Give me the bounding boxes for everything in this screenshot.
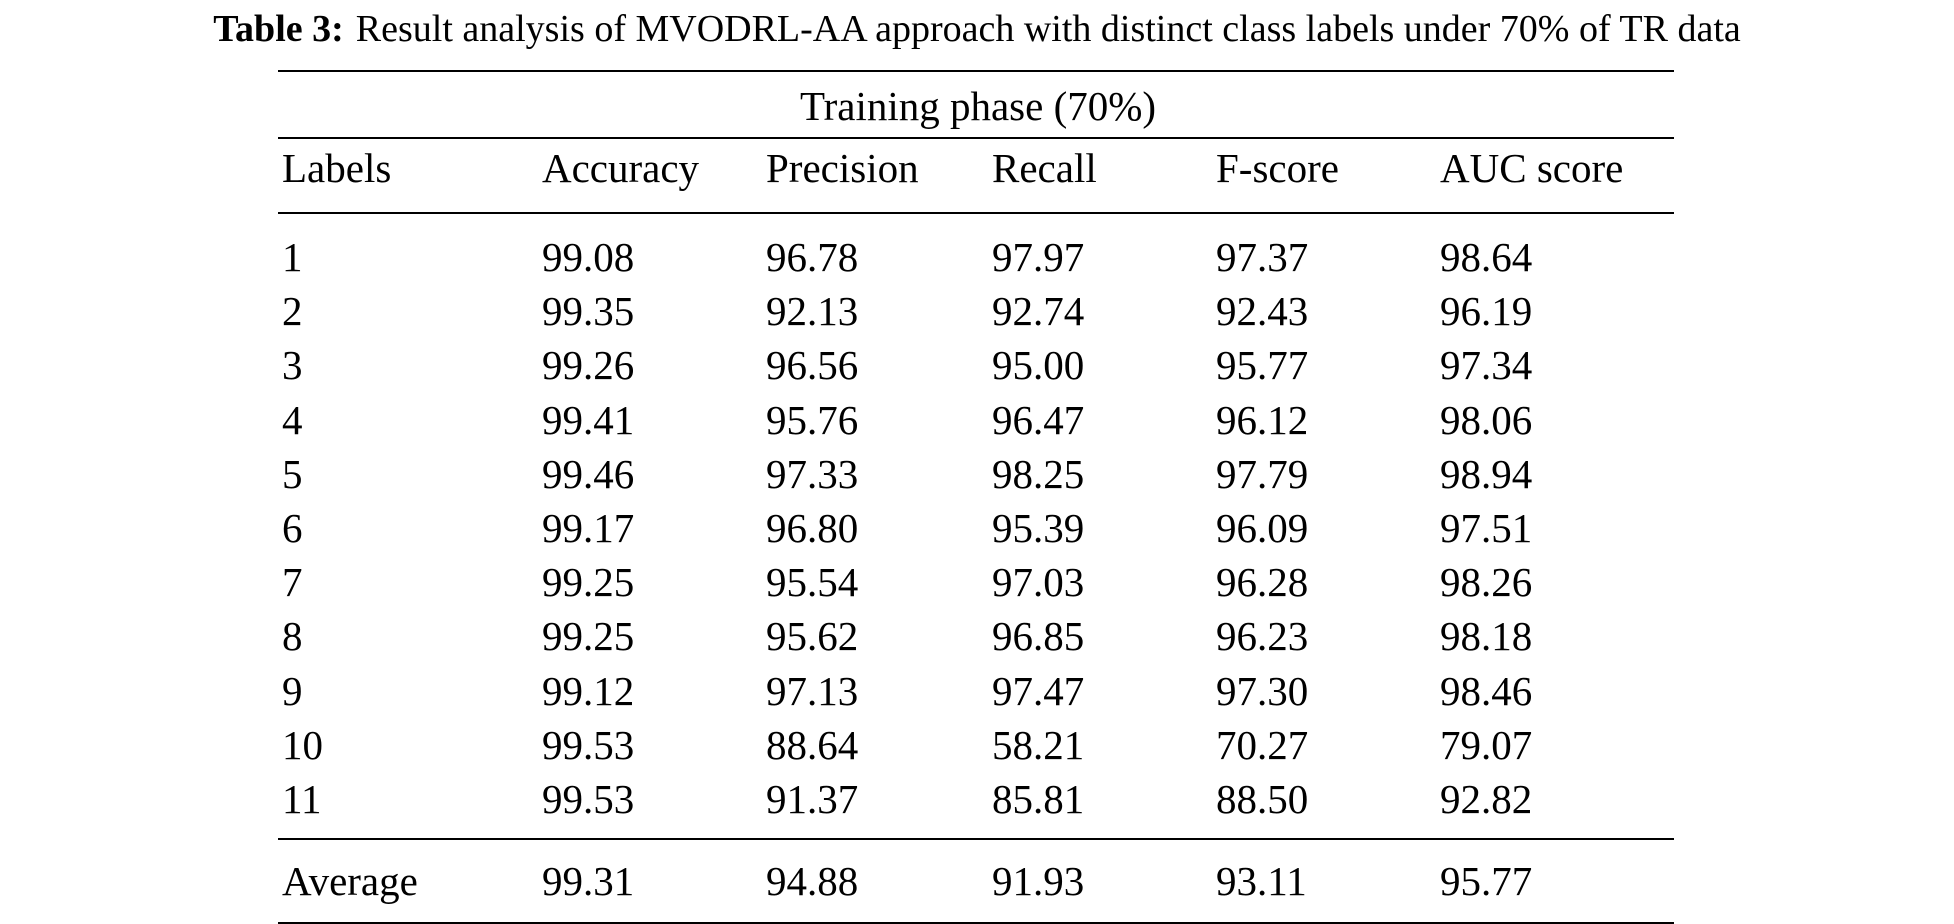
table-cell: 95.62: [766, 613, 859, 660]
table-cell: 98.06: [1440, 396, 1533, 443]
table-cell: 99.25: [542, 559, 635, 606]
phase-header-row: Training phase (70%): [278, 70, 1675, 139]
table-row: 8 99.25 95.62 96.85 96.23 98.18: [278, 609, 1674, 663]
table-cell: 97.33: [766, 450, 859, 497]
column-header-row: Labels Accuracy Precision Recall F-score…: [278, 138, 1675, 214]
table-cell: 96.09: [1216, 505, 1309, 552]
column-header: Accuracy: [538, 138, 762, 214]
table-cell: 58.21: [992, 721, 1085, 768]
table-row: 5 99.46 97.33 98.25 97.79 98.94: [278, 447, 1674, 501]
table-cell: 95.54: [766, 559, 859, 606]
table-row: 6 99.17 96.80 95.39 96.09 97.51: [278, 501, 1674, 555]
table-cell: 96.28: [1216, 559, 1309, 606]
table-cell: 99.41: [542, 396, 635, 443]
table-cell: 93.11: [1212, 838, 1436, 924]
column-header: Precision: [762, 138, 988, 214]
table-cell: 96.47: [992, 396, 1085, 443]
table-row: 4 99.41 95.76 96.47 96.12 98.06: [278, 393, 1674, 447]
table-cell: 92.74: [992, 288, 1085, 335]
table-cell: 97.79: [1216, 450, 1309, 497]
row-label: 1: [282, 234, 303, 281]
table-cell: 99.35: [542, 288, 635, 335]
table-cell: 99.12: [542, 667, 635, 714]
phase-header: Training phase (70%): [278, 70, 1675, 139]
table-row: 11 99.53 91.37 85.81 88.50 92.82: [278, 772, 1674, 839]
row-label: 5: [282, 450, 303, 497]
table-cell: 96.85: [992, 613, 1085, 660]
table-row: 7 99.25 95.54 97.03 96.28 98.26: [278, 555, 1674, 609]
table-caption: Table 3: Result analysis of MVODRL-AA app…: [0, 6, 1954, 52]
table-cell: 99.53: [542, 721, 635, 768]
table-cell: 92.43: [1216, 288, 1309, 335]
table-cell: 85.81: [992, 775, 1085, 822]
row-label: 7: [282, 559, 303, 606]
table-cell: 95.77: [1436, 838, 1675, 924]
table-cell: 98.46: [1440, 667, 1533, 714]
table-cell: 92.13: [766, 288, 859, 335]
table-cell: 88.64: [766, 721, 859, 768]
table-cell: 98.94: [1440, 450, 1533, 497]
table-cell: 95.77: [1216, 342, 1309, 389]
table-cell: 99.53: [542, 775, 635, 822]
column-header: Recall: [988, 138, 1212, 214]
table-body: 1 99.08 96.78 97.97 97.37 98.64 2 99.35 92.13 92.…: [278, 213, 1674, 839]
caption-label: Table 3:: [213, 8, 344, 50]
table-cell: 98.18: [1440, 613, 1533, 660]
table-cell: 97.03: [992, 559, 1085, 606]
table-cell: 99.25: [542, 613, 635, 660]
table-row: 2 99.35 92.13 92.74 92.43 96.19: [278, 284, 1674, 338]
results-table: Training phase (70%) Labels Accuracy Pre…: [278, 70, 1675, 924]
table-cell: 97.30: [1216, 667, 1309, 714]
table-cell: 97.37: [1216, 234, 1309, 281]
average-row: Average 99.31 94.88 91.93 93.11 95.77: [278, 838, 1675, 924]
table-cell: 97.51: [1440, 505, 1533, 552]
table-row: 10 99.53 88.64 58.21 70.27 79.07: [278, 718, 1674, 772]
table-cell: 95.00: [992, 342, 1085, 389]
table-cell: 94.88: [762, 838, 988, 924]
column-header: F-score: [1212, 138, 1436, 214]
row-label: 10: [282, 721, 323, 768]
table-cell: 98.25: [992, 450, 1085, 497]
table-cell: 99.08: [542, 234, 635, 281]
table-cell: 99.26: [542, 342, 635, 389]
caption-text: Result analysis of MVODRL-AA approach wi…: [355, 8, 1741, 50]
row-label: 8: [282, 613, 303, 660]
table-cell: 97.34: [1440, 342, 1533, 389]
row-label: 9: [282, 667, 303, 714]
table-cell: 92.82: [1440, 775, 1533, 822]
row-label: 6: [282, 505, 303, 552]
table-row: 1 99.08 96.78 97.97 97.37 98.64: [278, 213, 1674, 284]
table-cell: 98.26: [1440, 559, 1533, 606]
table-row: 9 99.12 97.13 97.47 97.30 98.46: [278, 664, 1674, 718]
table-cell: 91.37: [766, 775, 859, 822]
average-label: Average: [278, 838, 538, 924]
row-label: 4: [282, 396, 303, 443]
table-cell: 95.76: [766, 396, 859, 443]
table-cell: 97.47: [992, 667, 1085, 714]
results-table-container: Training phase (70%) Labels Accuracy Pre…: [278, 70, 1675, 924]
table-cell: 88.50: [1216, 775, 1309, 822]
table-cell: 70.27: [1216, 721, 1309, 768]
row-label: 2: [282, 288, 303, 335]
table-cell: 96.78: [766, 234, 859, 281]
table-cell: 97.97: [992, 234, 1085, 281]
table-cell: 96.19: [1440, 288, 1533, 335]
table-cell: 97.13: [766, 667, 859, 714]
table-cell: 96.80: [766, 505, 859, 552]
column-header: AUC score: [1436, 138, 1675, 214]
table-row: 3 99.26 96.56 95.00 95.77 97.34: [278, 338, 1674, 392]
column-header: Labels: [278, 138, 538, 214]
table-cell: 99.46: [542, 450, 635, 497]
table-cell: 96.12: [1216, 396, 1309, 443]
table-cell: 98.64: [1440, 234, 1533, 281]
row-label: 11: [282, 775, 322, 822]
row-label: 3: [282, 342, 303, 389]
table-cell: 79.07: [1440, 721, 1533, 768]
table-cell: 95.39: [992, 505, 1085, 552]
table-cell: 96.23: [1216, 613, 1309, 660]
table-cell: 91.93: [988, 838, 1212, 924]
table-cell: 96.56: [766, 342, 859, 389]
table-cell: 99.17: [542, 505, 635, 552]
table-cell: 99.31: [538, 838, 762, 924]
